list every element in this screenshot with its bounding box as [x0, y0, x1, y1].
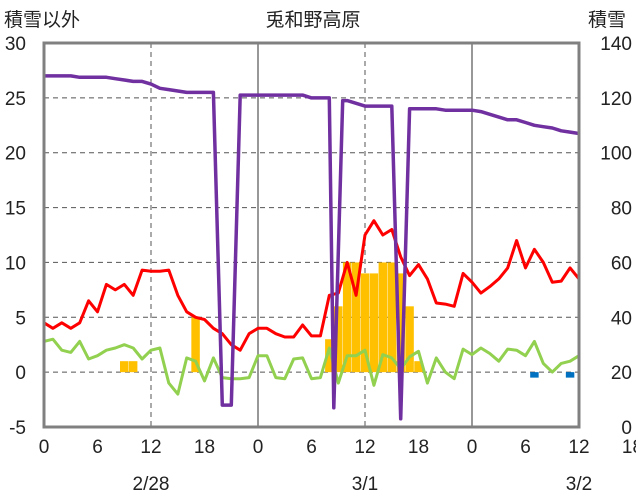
x-tick-label: 18	[194, 437, 215, 458]
right-tick-label: 60	[611, 253, 632, 274]
bar	[369, 273, 379, 373]
bars	[120, 262, 575, 378]
bar	[120, 361, 129, 373]
plot-border	[42, 41, 581, 429]
right-axis-ticks: 0 20 40 60 80 100 120 140	[600, 34, 632, 439]
left-tick-label: 30	[5, 34, 26, 55]
bar	[414, 361, 423, 373]
right-tick-label: 140	[600, 34, 632, 55]
x-axis-ticks: 0612180612180612180	[39, 437, 636, 458]
series-line	[44, 219, 579, 352]
date-label: 3/2	[566, 474, 592, 495]
left-tick-label: 0	[15, 363, 26, 384]
left-tick-label: 5	[15, 308, 26, 329]
bar	[351, 262, 361, 373]
x-tick-label: 18	[408, 437, 429, 458]
bar	[334, 306, 343, 373]
left-axis-ticks: -5 0 5 10 15 20 25 30	[5, 34, 26, 439]
grid	[44, 43, 579, 427]
bar	[378, 262, 388, 373]
x-tick-label: 12	[140, 437, 161, 458]
bar	[342, 262, 352, 373]
series-line	[44, 337, 579, 396]
right-tick-label: 100	[600, 144, 632, 165]
left-tick-label: 25	[5, 89, 26, 110]
series-line	[44, 74, 579, 421]
bar	[387, 262, 396, 373]
right-tick-label: 40	[611, 308, 632, 329]
x-tick-label: 12	[354, 437, 375, 458]
chart-title: 兎和野高原	[265, 9, 360, 31]
x-tick-label: 0	[253, 437, 264, 458]
left-tick-label: 10	[5, 253, 26, 274]
bar	[128, 361, 138, 373]
x-tick-label: 0	[467, 437, 478, 458]
x-tick-label: 6	[92, 437, 103, 458]
plot-frame	[42, 41, 581, 429]
bar	[530, 372, 539, 378]
x-tick-label: 6	[520, 437, 531, 458]
x-tick-label: 6	[306, 437, 317, 458]
bar	[360, 273, 370, 373]
date-label: 2/28	[133, 474, 170, 495]
bar	[191, 317, 200, 373]
right-tick-label: 80	[611, 199, 632, 220]
left-axis-label: 積雪以外	[4, 9, 80, 31]
left-tick-label: 15	[5, 199, 26, 220]
right-axis-label: 積雪	[588, 9, 626, 31]
x-tick-label: 18	[622, 437, 636, 458]
right-tick-label: 120	[600, 89, 632, 110]
bar	[405, 306, 414, 373]
right-tick-label: 20	[611, 363, 632, 384]
bar	[565, 372, 575, 378]
x-tick-label: 0	[39, 437, 50, 458]
left-tick-label: -5	[9, 418, 26, 439]
bar	[396, 273, 405, 373]
date-labels: 2/28 3/1 3/2	[133, 474, 593, 495]
right-tick-label: 0	[621, 418, 632, 439]
x-tick-label: 12	[568, 437, 589, 458]
bar	[325, 339, 334, 373]
date-label: 3/1	[352, 474, 378, 495]
left-tick-label: 20	[5, 144, 26, 165]
series-lines	[44, 74, 579, 421]
